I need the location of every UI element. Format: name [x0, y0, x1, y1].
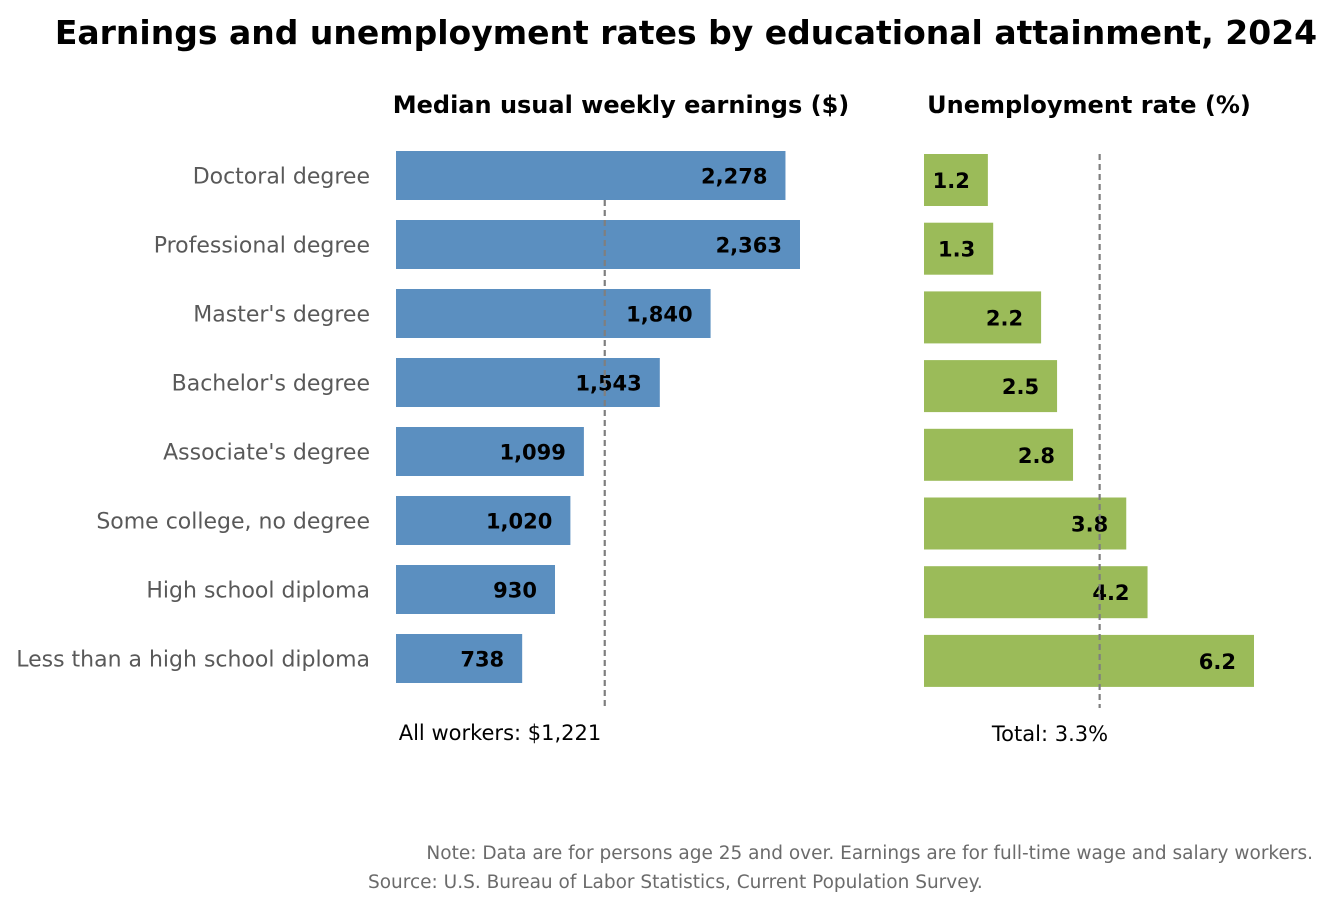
unemployment-bar [924, 291, 1042, 344]
unemployment-bar [924, 222, 994, 275]
category-label: Master's degree [193, 303, 370, 328]
unemployment-value-label: 1.2 [933, 169, 970, 193]
earnings-panel: 2,278 2,363 1,840 1,543 1,099 1,020 930 738 [396, 151, 800, 708]
unemployment-value-label: 6.2 [1199, 650, 1236, 674]
category-label: Some college, no degree [96, 510, 370, 535]
earnings-bar [396, 496, 571, 545]
unemployment-bar [924, 154, 988, 206]
unemployment-bar [924, 428, 1074, 481]
earnings-value-label: 1,840 [626, 303, 692, 327]
source-text: Source: U.S. Bureau of Labor Statistics,… [368, 872, 983, 893]
unemployment-bar [924, 634, 1254, 687]
earnings-value-label: 1,543 [575, 372, 641, 396]
unemployment-value-label: 1.3 [938, 238, 975, 262]
earnings-bar [396, 220, 800, 269]
unemployment-panel-title: Unemployment rate (%) [927, 91, 1251, 119]
unemployment-reference-label: Total: 3.3% [991, 722, 1108, 746]
earnings-panel-title: Median usual weekly earnings ($) [393, 91, 850, 119]
unemployment-bar [924, 360, 1058, 413]
category-label: Bachelor's degree [172, 372, 370, 397]
earnings-value-label: 930 [493, 579, 537, 603]
earnings-value-label: 2,278 [701, 165, 767, 189]
earnings-bar [396, 358, 660, 407]
category-label: Doctoral degree [193, 165, 370, 190]
earnings-value-label: 1,099 [499, 441, 565, 465]
category-label: High school diploma [146, 579, 370, 604]
unemployment-value-label: 2.2 [986, 306, 1023, 330]
note-text: Note: Data are for persons age 25 and ov… [426, 843, 1313, 864]
category-labels: Doctoral degree Professional degree Master… [16, 165, 370, 673]
earnings-value-label: 738 [460, 648, 504, 672]
unemployment-value-label: 4.2 [1092, 581, 1129, 605]
earnings-bar [396, 289, 711, 338]
category-label: Less than a high school diploma [16, 648, 370, 673]
unemployment-bar [924, 566, 1148, 619]
category-label: Professional degree [154, 234, 370, 259]
unemployment-panel: 1.2 1.3 2.2 2.5 2.8 3.8 4.2 6.2 [924, 154, 1254, 708]
earnings-bar [396, 151, 786, 200]
earnings-bar [396, 427, 584, 476]
unemployment-bar [924, 497, 1127, 550]
earnings-bar [396, 565, 556, 614]
unemployment-value-label: 2.8 [1018, 444, 1055, 468]
chart-title: Earnings and unemployment rates by educa… [55, 13, 1317, 52]
earnings-value-label: 2,363 [716, 234, 782, 258]
unemployment-value-label: 3.8 [1071, 513, 1108, 537]
category-label: Associate's degree [163, 441, 370, 466]
earnings-bar [396, 634, 523, 683]
unemployment-value-label: 2.5 [1002, 375, 1039, 399]
earnings-reference-label: All workers: $1,221 [399, 721, 602, 745]
earnings-value-label: 1,020 [486, 510, 552, 534]
